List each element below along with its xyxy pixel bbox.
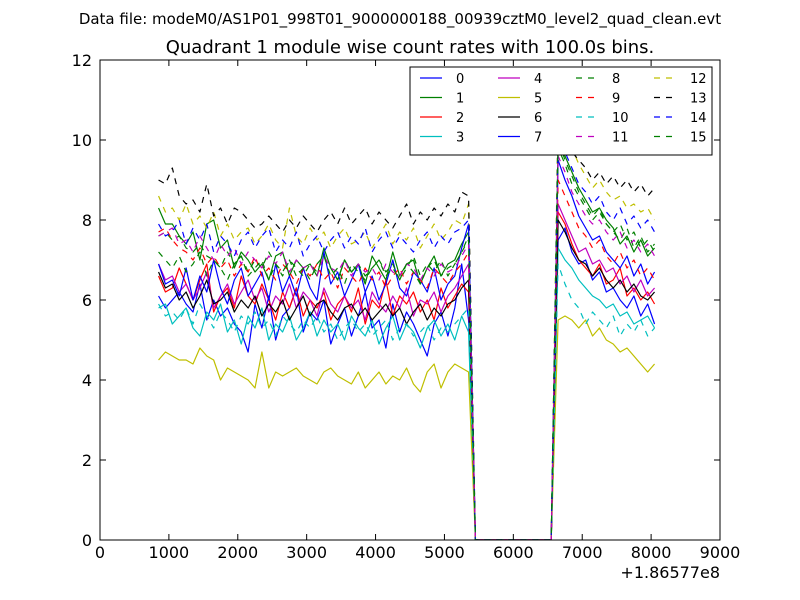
y-tick-label-0: 0 [82, 531, 92, 550]
legend-box [409, 66, 713, 156]
x-tick-label-2000: 2000 [217, 543, 258, 562]
legend-label-9: 9 [612, 92, 620, 107]
legend-label-5: 5 [534, 92, 542, 107]
chart-title: Quadrant 1 module wise count rates with … [166, 37, 655, 58]
x-tick-label-4000: 4000 [355, 543, 396, 562]
x-tick-label-1000: 1000 [149, 543, 190, 562]
series-line-0 [158, 227, 656, 540]
x-tick-label-7000: 7000 [562, 543, 603, 562]
legend-label-1: 1 [456, 92, 464, 107]
x-tick-label-3000: 3000 [286, 543, 327, 562]
plot-area: 0 1000 2000 3000 4000 5000 6000 7000 8000 9000 0 2 4… [72, 51, 741, 562]
legend-label-6: 6 [534, 111, 542, 126]
x-axis-offset-label: +1.86577e8 [620, 563, 720, 582]
series-line-10 [158, 263, 656, 540]
series-line-12 [158, 107, 656, 540]
legend-label-10: 10 [612, 111, 629, 126]
legend-label-12: 12 [690, 72, 707, 87]
y-tick-label-8: 8 [82, 211, 92, 230]
series-line-14 [158, 135, 656, 540]
x-tick-label-0: 0 [95, 543, 105, 562]
series-line-9 [158, 179, 656, 540]
x-tick-label-6000: 6000 [493, 543, 534, 562]
legend-label-11: 11 [612, 131, 629, 146]
legend-label-2: 2 [456, 111, 464, 126]
series-line-13 [158, 123, 656, 540]
legend-label-4: 4 [534, 72, 542, 87]
legend-label-13: 13 [690, 92, 707, 107]
legend-label-3: 3 [456, 131, 464, 146]
x-tick-label-9000: 9000 [700, 543, 741, 562]
series-line-11 [158, 155, 656, 540]
y-tick-label-2: 2 [82, 451, 92, 470]
series-line-6 [158, 219, 656, 540]
legend-label-14: 14 [690, 111, 707, 126]
legend-label-0: 0 [456, 72, 464, 87]
series-line-8 [158, 147, 656, 540]
series-line-3 [158, 247, 656, 540]
series-line-4 [158, 203, 656, 540]
x-tick-label-8000: 8000 [631, 543, 672, 562]
series-line-15 [158, 139, 656, 540]
legend-label-15: 15 [690, 131, 707, 146]
legend-label-7: 7 [534, 131, 542, 146]
series-line-2 [158, 211, 656, 540]
y-tick-label-12: 12 [72, 51, 92, 70]
y-tick-label-6: 6 [82, 291, 92, 310]
legend-label-8: 8 [612, 72, 620, 87]
series-line-7 [157, 159, 656, 540]
data-file-header: Data file: modeM0/AS1P01_998T01_90000001… [79, 10, 721, 29]
series-line-1 [158, 143, 656, 540]
series-line-5 [158, 315, 656, 540]
y-tick-label-4: 4 [82, 371, 92, 390]
y-tick-label-10: 10 [72, 131, 92, 150]
x-tick-label-5000: 5000 [424, 543, 465, 562]
series-lines [157, 107, 656, 540]
